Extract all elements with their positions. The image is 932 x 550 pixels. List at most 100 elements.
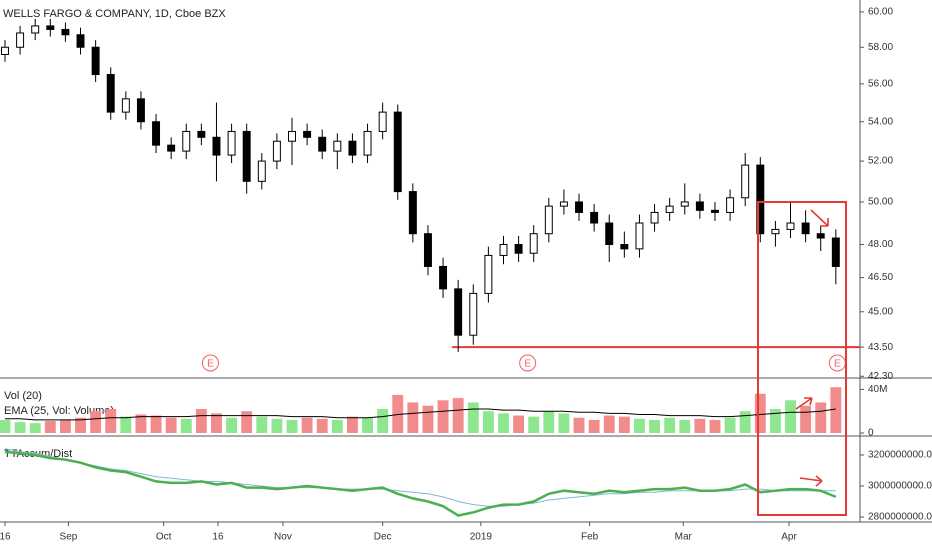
- candle-body: [484, 254, 493, 294]
- y-tick-label: 0: [868, 428, 874, 439]
- earnings-marker: [201, 354, 219, 372]
- candle-body: [46, 25, 55, 30]
- volume-bar: [211, 413, 222, 433]
- volume-bar: [256, 416, 268, 433]
- volume-bar: [271, 418, 283, 433]
- candle-body: [363, 130, 372, 156]
- candle-body: [288, 130, 296, 142]
- y-tick-label: 42.30: [868, 371, 893, 382]
- volume-bar: [362, 417, 373, 433]
- volume-bar: [603, 415, 615, 433]
- volume-bar: [195, 409, 207, 433]
- volume-bar: [377, 409, 389, 433]
- candle-body: [197, 130, 206, 138]
- volume-bar: [739, 411, 751, 433]
- chart-title: WELLS FARGO & COMPANY, 1D, Cboe BZX: [3, 8, 226, 20]
- candle-body: [469, 292, 478, 336]
- candle-body: [121, 98, 130, 113]
- y-tick-label: 48.00: [868, 239, 893, 250]
- candle-body: [559, 201, 568, 207]
- candle-body: [152, 121, 161, 146]
- x-tick-label: 16: [0, 532, 11, 543]
- candle-body: [801, 222, 810, 235]
- volume-bar: [14, 422, 26, 433]
- candle-body: [31, 25, 40, 34]
- volume-bar: [90, 411, 102, 433]
- candle-body: [318, 136, 327, 152]
- volume-bar: [694, 418, 706, 433]
- candle-body: [665, 205, 674, 213]
- volume-bar: [452, 398, 464, 433]
- volume-bar: [482, 411, 494, 433]
- candle-body: [816, 233, 825, 239]
- volume-bar: [513, 415, 525, 433]
- y-tick-label: 46.50: [868, 272, 893, 283]
- volume-bar: [331, 419, 343, 433]
- candle-body: [756, 164, 765, 235]
- candle-body: [544, 205, 553, 235]
- candle-body: [378, 111, 387, 132]
- x-tick-label: Sep: [60, 532, 78, 543]
- volume-bar: [785, 400, 796, 433]
- volume-bar: [301, 417, 313, 433]
- volume-bar: [724, 417, 736, 433]
- y-tick-label: 54.00: [868, 116, 893, 127]
- earnings-marker: [519, 354, 537, 372]
- candle-body: [1, 46, 9, 55]
- y-tick-label: 60.00: [868, 7, 893, 18]
- x-tick-label: Feb: [581, 532, 599, 543]
- volume-bar: [498, 413, 509, 433]
- candle-body: [61, 28, 70, 36]
- x-tick-label: Dec: [374, 532, 392, 543]
- volume-bar: [588, 419, 600, 433]
- volume-bar: [422, 405, 434, 433]
- volume-bar: [573, 417, 585, 433]
- candle-body: [590, 211, 599, 224]
- volume-bar: [226, 417, 238, 433]
- y-tick-label: 45.00: [868, 306, 893, 317]
- candle-body: [605, 222, 614, 246]
- candle-body: [242, 130, 251, 182]
- y-tick-label: 58.00: [868, 42, 893, 53]
- candle-body: [212, 136, 221, 156]
- candle-body: [726, 197, 735, 213]
- y-tick-label: 56.00: [868, 78, 893, 89]
- candle-body: [106, 74, 115, 113]
- candle-body: [454, 288, 463, 336]
- volume-bar: [709, 419, 721, 433]
- earnings-label: E: [834, 359, 841, 370]
- volume-bar: [0, 419, 11, 433]
- candle-body: [620, 244, 629, 250]
- candle-body: [695, 201, 704, 211]
- candle-body: [575, 201, 583, 213]
- candle-body: [227, 130, 236, 156]
- volume-title: Vol (20): [4, 390, 42, 402]
- volume-bar: [392, 394, 404, 433]
- candle-body: [272, 140, 281, 162]
- volume-bar: [467, 402, 479, 433]
- volume-bar: [59, 419, 71, 433]
- x-tick-label: Mar: [675, 532, 693, 543]
- arrow-right: [799, 475, 823, 487]
- candle-body: [393, 111, 402, 193]
- candle-body: [650, 211, 659, 224]
- arrow-up: [795, 397, 813, 410]
- candle-body: [635, 222, 644, 250]
- volume-bar: [286, 419, 298, 433]
- candle-body: [514, 244, 523, 254]
- volume-bar: [800, 405, 812, 433]
- x-tick-label: 16: [212, 532, 224, 543]
- candle-body: [167, 144, 176, 152]
- volume-bar: [528, 416, 540, 433]
- candle-body: [76, 34, 85, 48]
- volume-bar: [649, 419, 660, 433]
- ema-title: EMA (25, Vol: Volume): [4, 405, 114, 417]
- candle-body: [439, 265, 448, 290]
- volume-bar: [754, 393, 766, 433]
- volume-bar: [769, 409, 781, 433]
- volume-bar: [180, 418, 192, 433]
- volume-bar: [830, 387, 842, 433]
- volume-bar: [815, 402, 827, 433]
